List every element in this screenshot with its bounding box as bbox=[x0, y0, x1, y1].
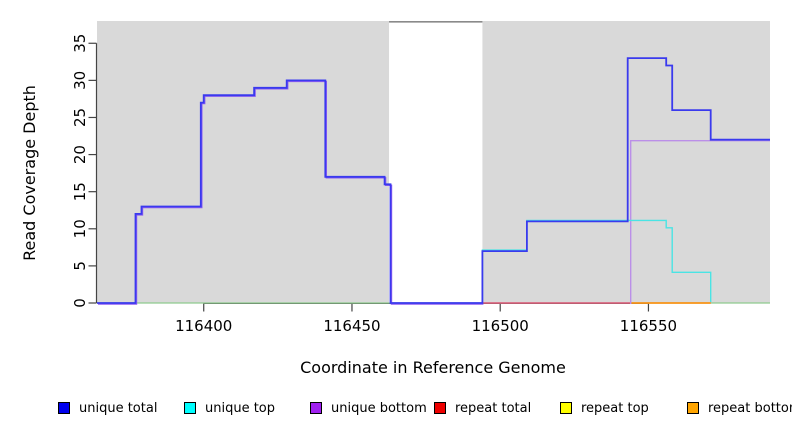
legend-label: repeat bottom bbox=[708, 401, 792, 416]
unique-bottom-swatch bbox=[310, 401, 322, 414]
x-tick-label: 116550 bbox=[620, 317, 677, 335]
legend-item-repeat-total: repeat total bbox=[434, 398, 532, 416]
y-tick-label: 35 bbox=[71, 34, 89, 53]
legend-item-unique-total: unique total bbox=[58, 398, 158, 416]
series-unique-total bbox=[97, 57, 770, 304]
legend-label: repeat total bbox=[455, 401, 532, 416]
repeat-bottom-swatch bbox=[687, 401, 699, 414]
legend-item-unique-bottom: unique bottom bbox=[310, 398, 427, 416]
y-axis-title: Read Coverage Depth bbox=[20, 85, 39, 261]
legend: unique total unique top unique bottom re… bbox=[0, 398, 792, 422]
legend-label: unique top bbox=[205, 401, 276, 416]
legend-label: unique total bbox=[79, 401, 158, 416]
y-tick-label: 0 bbox=[71, 298, 89, 308]
y-tick-label: 10 bbox=[71, 219, 89, 238]
plot-background bbox=[97, 21, 390, 303]
x-axis-title: Coordinate in Reference Genome bbox=[300, 358, 566, 377]
y-tick-label: 30 bbox=[71, 71, 89, 90]
plot-background bbox=[482, 21, 770, 303]
series-unique-top bbox=[481, 219, 712, 302]
legend-item-repeat-bottom: repeat bottom bbox=[687, 398, 792, 416]
chart-generated-layer: 116400 116450 116500 116550 0 5 10 15 20 25 30 35 bbox=[71, 20, 770, 335]
y-tick-label: 5 bbox=[71, 261, 89, 271]
unique-total-swatch bbox=[58, 401, 70, 414]
x-tick-label: 116400 bbox=[175, 317, 232, 335]
y-tick-label: 15 bbox=[71, 182, 89, 201]
legend-item-unique-top: unique top bbox=[184, 398, 276, 416]
repeat-top-swatch bbox=[560, 401, 572, 414]
y-tick-label: 20 bbox=[71, 145, 89, 164]
x-tick-label: 116500 bbox=[472, 317, 529, 335]
legend-label: repeat top bbox=[581, 401, 649, 416]
x-tick-label: 116450 bbox=[323, 317, 380, 335]
chart-canvas: 116400 116450 116500 116550 0 5 10 15 20 25 30 35 C… bbox=[20, 20, 770, 377]
unique-top-swatch bbox=[184, 401, 196, 414]
legend-label: unique bottom bbox=[331, 401, 427, 416]
series-unique-bottom bbox=[630, 140, 770, 304]
y-tick-label: 25 bbox=[71, 108, 89, 127]
repeat-total-swatch bbox=[434, 401, 446, 414]
legend-item-repeat-top: repeat top bbox=[560, 398, 649, 416]
